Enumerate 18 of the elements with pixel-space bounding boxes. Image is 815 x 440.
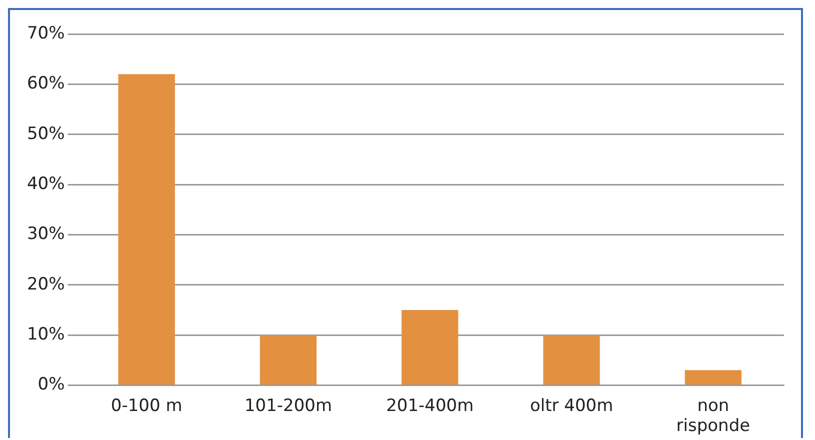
x-tick-label: 101-200m xyxy=(244,396,332,416)
bar xyxy=(260,335,317,384)
y-tick-label: 50% xyxy=(26,124,65,144)
bar xyxy=(118,74,175,384)
y-tick-label: 70% xyxy=(26,23,65,44)
y-tick-label: 60% xyxy=(26,74,65,94)
y-tick-label: 40% xyxy=(26,174,65,194)
x-tick-label: 201-400m xyxy=(386,396,474,416)
x-tick-label: non risponde xyxy=(676,396,750,436)
bar xyxy=(684,370,742,384)
y-tick-label: 20% xyxy=(26,274,65,294)
bar xyxy=(402,310,458,384)
y-tick-label: 0% xyxy=(38,374,65,395)
x-tick-label: 0-100 m xyxy=(110,396,182,416)
y-tick-label: 30% xyxy=(26,224,65,244)
bar xyxy=(543,335,600,384)
x-tick-label: oltr 400m xyxy=(530,396,614,416)
y-tick-label: 10% xyxy=(26,324,65,344)
